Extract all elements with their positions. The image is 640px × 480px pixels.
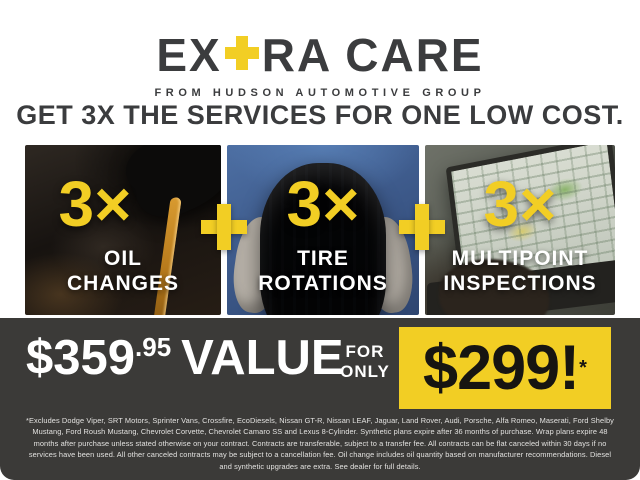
service-label-line1: TIRE bbox=[297, 246, 349, 270]
logo-plus-icon: + bbox=[224, 35, 259, 70]
service-label-line1: OIL bbox=[103, 246, 142, 270]
logo-suffix: RA CARE bbox=[261, 28, 484, 81]
brand-logo: EX+RA CARE FROM HUDSON AUTOMOTIVE GROUP bbox=[0, 28, 640, 99]
panel-tire-content: 3× TIRE ROTATIONS bbox=[227, 145, 419, 315]
service-label: TIRE ROTATIONS bbox=[258, 246, 388, 296]
oil-pouring-photo bbox=[25, 145, 221, 315]
panel-tire-rotations: 3× TIRE ROTATIONS bbox=[227, 145, 419, 315]
value-text: $359.95 VALUE bbox=[26, 334, 344, 383]
brand-tagline: FROM HUDSON AUTOMOTIVE GROUP bbox=[154, 86, 486, 99]
panel-oil-content: 3× OIL CHANGES bbox=[25, 145, 221, 315]
service-label-line2: INSPECTIONS bbox=[443, 272, 597, 295]
for-only-text: FOR ONLY bbox=[336, 342, 394, 383]
panel-multipoint-inspections: 3× MULTIPOINT INSPECTIONS bbox=[425, 145, 615, 315]
panel-oil-changes: 3× OIL CHANGES bbox=[25, 145, 221, 315]
multiplier-text: 3× bbox=[286, 167, 360, 240]
headline: GET 3X THE SERVICES FOR ONE LOW COST. bbox=[16, 100, 624, 130]
service-panels: 3× OIL CHANGES 3× TIRE ROTATIONS bbox=[25, 145, 615, 315]
price-asterisk: * bbox=[579, 356, 587, 379]
panel-inspection-content: 3× MULTIPOINT INSPECTIONS bbox=[425, 145, 615, 315]
for-label: FOR bbox=[345, 342, 385, 361]
only-label: ONLY bbox=[340, 362, 390, 382]
tire-shape bbox=[260, 163, 386, 315]
price-text: $299! bbox=[423, 332, 580, 403]
value-cents: .95 bbox=[135, 332, 172, 362]
plus-icon bbox=[201, 204, 247, 250]
service-label-line1: MULTIPOINT bbox=[451, 246, 589, 270]
multiplier-text: 3× bbox=[483, 167, 557, 240]
plus-icon bbox=[399, 204, 445, 250]
price-band: $359.95 VALUE FOR ONLY $299! * *Excludes D… bbox=[0, 318, 640, 480]
multiplier-text: 3× bbox=[58, 167, 132, 240]
service-label-line2: ROTATIONS bbox=[258, 272, 388, 295]
logo-wordmark: EX+RA CARE bbox=[0, 28, 640, 78]
price-box: $299! * bbox=[399, 327, 611, 409]
value-word: VALUE bbox=[181, 331, 344, 385]
laptop-inspection-photo bbox=[425, 145, 615, 315]
value-dollars: $359 bbox=[26, 331, 136, 385]
logo-prefix: EX bbox=[156, 28, 222, 81]
disclaimer-text: *Excludes Dodge Viper, SRT Motors, Sprin… bbox=[26, 416, 614, 471]
service-label: MULTIPOINT INSPECTIONS bbox=[443, 246, 596, 296]
tire-photo bbox=[227, 145, 419, 315]
service-label: OIL CHANGES bbox=[67, 246, 179, 296]
service-label-line2: CHANGES bbox=[66, 272, 179, 295]
